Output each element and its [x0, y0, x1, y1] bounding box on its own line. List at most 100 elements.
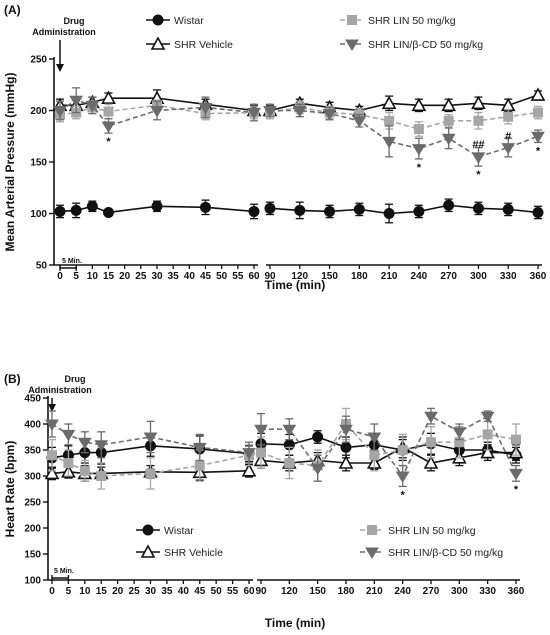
data-point [511, 434, 521, 445]
data-point [339, 424, 353, 437]
data-point [482, 429, 493, 440]
data-point [242, 448, 256, 460]
data-point [480, 411, 495, 424]
significance-mark: * [514, 484, 519, 496]
legend-label: SHR LIN/β-CD 50 mg/kg [388, 547, 503, 559]
legend-marker [365, 547, 379, 559]
x-tick-label: 20 [119, 271, 131, 282]
x-tick-label: 30 [151, 271, 163, 282]
data-point [503, 111, 514, 122]
data-point [292, 106, 307, 118]
series-line [260, 436, 517, 456]
x-tick-label: 300 [451, 586, 468, 597]
data-point [471, 152, 486, 164]
significance-mark: * [417, 162, 422, 174]
annotation-line-1: Drug [65, 374, 86, 384]
data-point [423, 455, 439, 469]
x-tick-label: 50 [211, 586, 223, 597]
data-point [94, 440, 109, 452]
series-line [260, 422, 517, 467]
significance-mark: * [536, 145, 541, 157]
data-point [284, 458, 295, 468]
significance-mark: # [505, 131, 511, 143]
x-tick-label: 5 [73, 271, 79, 282]
data-point [294, 204, 306, 216]
legend-marker [152, 14, 164, 26]
scale-bar-label: 5 Min. [54, 568, 74, 575]
data-point [256, 447, 266, 458]
panel-label: (A) [4, 3, 21, 17]
series-line [270, 109, 539, 158]
x-tick-label: 120 [281, 586, 298, 597]
data-point [54, 205, 66, 217]
data-point [413, 124, 424, 135]
x-tick-label: 40 [184, 271, 196, 282]
significance-mark: * [401, 489, 406, 501]
data-point [381, 95, 397, 110]
series-3 [45, 407, 523, 488]
scale-bar-label: 5 Min. [62, 258, 82, 265]
data-point [145, 468, 156, 479]
series-line [269, 94, 539, 112]
data-point [413, 205, 425, 217]
legend-marker [345, 39, 359, 51]
x-tick-label: 360 [508, 586, 525, 597]
data-point [340, 441, 352, 453]
y-tick-label: 50 [36, 261, 48, 272]
data-point [397, 445, 408, 455]
x-tick-label: 270 [440, 271, 457, 282]
data-point [480, 444, 496, 459]
data-point [79, 465, 90, 476]
data-point [241, 463, 257, 477]
x-tick-label: 180 [351, 271, 368, 282]
series-line [269, 204, 539, 215]
x-tick-label: 180 [338, 586, 355, 597]
legend-item: SHR LIN 50 mg/kg [340, 15, 456, 27]
legend-label: SHR LIN 50 mg/kg [368, 15, 456, 27]
x-tick-label: 240 [411, 271, 428, 282]
data-point [63, 458, 74, 468]
y-axis-title: Mean Arterial Pressure (mmHg) [3, 73, 17, 252]
x-tick-label: 90 [264, 271, 276, 282]
data-point [194, 460, 205, 471]
series-0 [54, 198, 544, 224]
x-tick-label: 10 [79, 586, 91, 597]
data-point [101, 121, 116, 133]
significance-mark: * [106, 136, 111, 148]
legend-label: SHR Vehicle [174, 39, 233, 51]
data-point [103, 106, 114, 117]
data-point [441, 133, 456, 146]
x-tick-label: 60 [243, 586, 255, 597]
x-tick-label: 150 [309, 586, 326, 597]
data-point [471, 95, 486, 110]
data-point [192, 442, 207, 455]
data-point [45, 419, 59, 431]
data-point [473, 115, 484, 126]
data-point [533, 107, 543, 118]
data-point [382, 136, 396, 149]
x-tick-label: 360 [530, 271, 547, 282]
data-point [530, 87, 546, 101]
y-tick-label: 400 [24, 420, 41, 431]
x-tick-label: 270 [423, 586, 440, 597]
legend-marker [150, 36, 166, 50]
data-point [310, 463, 325, 476]
legend-item: Wistar [136, 524, 194, 537]
legend-label: SHR Vehicle [164, 547, 223, 559]
y-tick-label: 200 [24, 524, 41, 535]
data-point [324, 205, 336, 217]
data-point [85, 100, 100, 113]
data-point [143, 432, 158, 444]
x-tick-label: 120 [291, 271, 308, 282]
x-axis-title: Time (min) [265, 616, 325, 630]
data-point [426, 437, 436, 448]
data-point [441, 97, 457, 112]
y-tick-label: 100 [24, 576, 41, 587]
significance-mark: ## [472, 139, 484, 151]
x-tick-label: 210 [381, 271, 398, 282]
series-2 [55, 99, 543, 137]
legend-label: Wistar [174, 15, 204, 27]
data-point [312, 431, 324, 443]
x-tick-label: 15 [96, 586, 108, 597]
